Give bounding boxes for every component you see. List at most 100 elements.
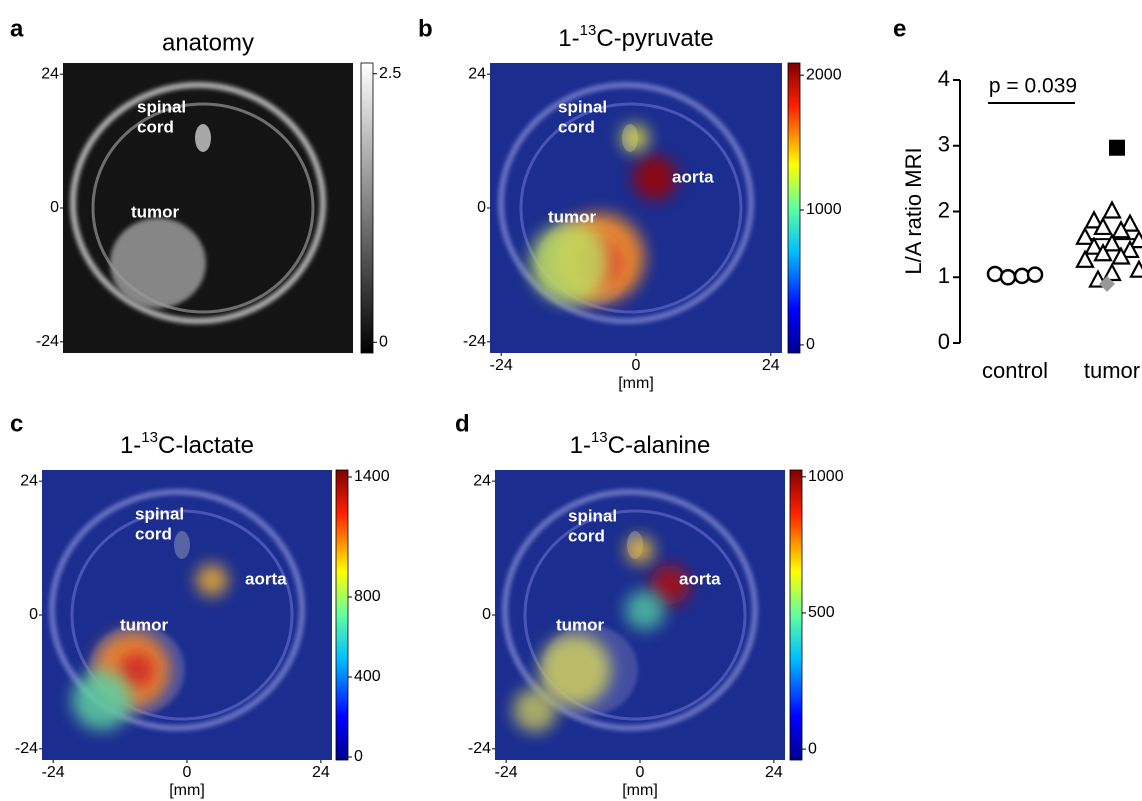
colorbar-tick-label: 2.5 bbox=[379, 65, 401, 82]
data-point bbox=[1075, 249, 1095, 268]
y-tick-label: 0 bbox=[482, 606, 491, 623]
image bbox=[495, 470, 785, 760]
title-main: C-lactate bbox=[158, 432, 254, 459]
image-annotation: cord bbox=[135, 524, 172, 543]
data-point bbox=[1099, 275, 1115, 292]
spinal-region bbox=[174, 531, 190, 559]
image-annotation: spinal bbox=[135, 504, 184, 523]
body-outline bbox=[70, 509, 294, 721]
image-annotation: aorta bbox=[679, 569, 721, 588]
image-annotation: tumor bbox=[556, 615, 605, 634]
body-outline bbox=[49, 489, 305, 731]
signal-hotspot bbox=[539, 634, 611, 706]
data-point bbox=[1093, 216, 1113, 236]
title-main: C-alanine bbox=[608, 432, 711, 459]
panel-title: 1-13C-alanine bbox=[570, 429, 711, 459]
panel-title: 1-13C-lactate bbox=[120, 429, 254, 459]
x-axis-label: [mm] bbox=[622, 782, 658, 799]
data-point bbox=[1084, 236, 1104, 255]
y-tick-label: 0 bbox=[29, 606, 38, 623]
panel-letter: d bbox=[455, 410, 470, 437]
colorbar-tick-label: 0 bbox=[806, 336, 815, 353]
x-tick-label: 0 bbox=[632, 357, 641, 374]
image-annotation: aorta bbox=[245, 569, 287, 588]
body-outline bbox=[498, 82, 754, 324]
image-annotation: spinal bbox=[568, 506, 617, 525]
y-tick-label: 0 bbox=[938, 329, 950, 354]
title-prefix: 1- bbox=[558, 25, 579, 52]
signal-hotspot bbox=[621, 124, 649, 152]
colorbar-tick-label: 2000 bbox=[806, 66, 842, 83]
image-annotation: tumor bbox=[120, 615, 169, 634]
title-prefix: 1- bbox=[570, 432, 591, 459]
colorbar-tick-label: 0 bbox=[379, 333, 388, 350]
y-tick-label: -24 bbox=[468, 740, 491, 757]
x-axis-label: [mm] bbox=[169, 782, 205, 799]
image-annotation: spinal bbox=[558, 97, 607, 116]
data-point bbox=[1111, 246, 1131, 265]
data-point bbox=[1120, 239, 1140, 259]
title-superscript: 13 bbox=[580, 22, 597, 39]
signal-hotspot bbox=[633, 156, 677, 200]
y-tick-label: 1 bbox=[938, 263, 950, 288]
colorbar-tick-label: 1400 bbox=[354, 468, 390, 485]
colorbar-tick-label: 400 bbox=[354, 668, 381, 685]
y-tick-label: -24 bbox=[15, 740, 38, 757]
data-point bbox=[1111, 219, 1131, 239]
x-tick-label: 24 bbox=[312, 764, 330, 781]
data-point bbox=[1093, 242, 1113, 262]
colorbar-tick-label: 0 bbox=[354, 748, 363, 765]
colorbar bbox=[335, 469, 349, 761]
data-point bbox=[999, 269, 1017, 286]
colorbar-tick-label: 1000 bbox=[808, 468, 844, 485]
signal-hotspot bbox=[119, 652, 155, 688]
title-superscript: 13 bbox=[141, 429, 158, 446]
y-tick-label: -24 bbox=[36, 333, 59, 350]
y-tick-label: 3 bbox=[938, 132, 950, 157]
panel-letter: c bbox=[10, 410, 23, 437]
body-outline bbox=[70, 82, 326, 324]
y-tick-label: 0 bbox=[477, 199, 486, 216]
data-point bbox=[1084, 210, 1104, 229]
y-tick-label: 24 bbox=[20, 472, 38, 489]
y-tick-label: -24 bbox=[463, 333, 486, 350]
x-tick-label: -24 bbox=[490, 357, 513, 374]
panel-title: anatomy bbox=[162, 29, 254, 56]
y-tick-label: 4 bbox=[938, 66, 950, 91]
colorbar-tick-label: 800 bbox=[354, 588, 381, 605]
body-outline bbox=[502, 489, 758, 731]
image-annotation: aorta bbox=[672, 167, 714, 186]
x-tick-label: tumor bbox=[1084, 358, 1140, 383]
signal-hotspot bbox=[626, 536, 654, 564]
spinal-region bbox=[195, 124, 211, 152]
x-tick-label: control bbox=[982, 358, 1048, 383]
title-superscript: 13 bbox=[591, 429, 608, 446]
tumor-region bbox=[110, 218, 206, 308]
x-tick-label: 24 bbox=[765, 764, 783, 781]
body-outline bbox=[519, 102, 743, 314]
data-point bbox=[1102, 200, 1122, 219]
panel-letter: e bbox=[893, 15, 906, 42]
colorbar-tick-label: 1000 bbox=[806, 201, 842, 218]
image bbox=[490, 63, 782, 353]
image bbox=[42, 470, 332, 760]
x-tick-label: 0 bbox=[183, 764, 192, 781]
image-background bbox=[63, 63, 353, 353]
image-annotation: tumor bbox=[131, 202, 180, 221]
signal-hotspot bbox=[196, 564, 228, 596]
data-point bbox=[1026, 266, 1044, 283]
body-outline bbox=[523, 509, 747, 721]
panel-letter: a bbox=[10, 15, 24, 42]
colorbar bbox=[787, 62, 801, 354]
image-background bbox=[490, 63, 782, 353]
colorbar-tick-label: 500 bbox=[808, 604, 835, 621]
data-point bbox=[1129, 229, 1142, 249]
panel-title: 1-13C-pyruvate bbox=[558, 22, 713, 52]
panel-letter: b bbox=[418, 15, 433, 42]
y-tick-label: 24 bbox=[473, 472, 491, 489]
title-main: C-pyruvate bbox=[596, 25, 713, 52]
image bbox=[63, 63, 353, 353]
x-tick-label: -24 bbox=[42, 764, 65, 781]
signal-hotspot bbox=[650, 565, 690, 605]
